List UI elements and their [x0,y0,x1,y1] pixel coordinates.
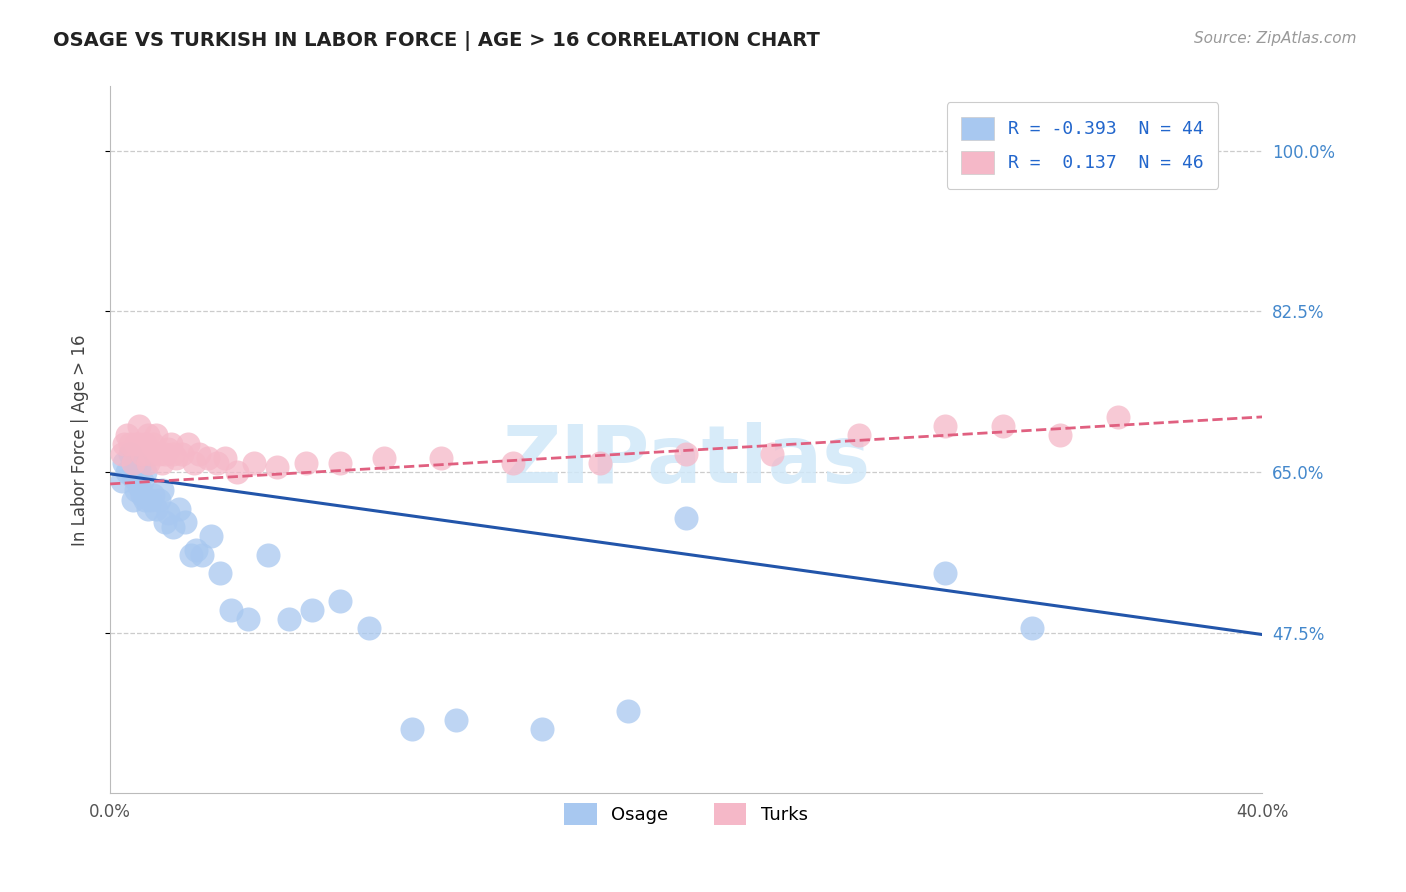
Point [183,456,205,470]
Point [122,492,145,507]
Point [329,456,352,470]
Point [177,437,200,451]
Point [225,465,247,479]
Point [200,529,222,543]
Point [1107,409,1129,424]
Point [128,437,150,451]
Point [150,456,173,470]
Point [114,437,136,451]
Point [117,428,139,442]
Point [159,437,181,451]
Point [170,447,193,461]
Point [167,501,190,516]
Y-axis label: In Labor Force | Age > 16: In Labor Force | Age > 16 [72,334,89,546]
Point [238,612,260,626]
Point [131,447,153,461]
Point [359,621,381,635]
Point [145,501,167,516]
Point [531,722,554,736]
Point [197,451,219,466]
Point [219,603,242,617]
Point [162,520,184,534]
Point [401,722,423,736]
Point [502,456,524,470]
Point [277,612,299,626]
Point [675,511,697,525]
Point [934,566,956,580]
Point [122,469,145,483]
Text: OSAGE VS TURKISH IN LABOR FORCE | AGE > 16 CORRELATION CHART: OSAGE VS TURKISH IN LABOR FORCE | AGE > … [53,31,820,51]
Point [675,447,697,461]
Point [134,437,156,451]
Point [142,437,165,451]
Point [125,437,148,451]
Point [156,442,179,456]
Point [180,548,202,562]
Point [136,428,159,442]
Point [991,419,1014,434]
Point [1092,144,1115,158]
Point [131,488,153,502]
Point [1021,621,1043,635]
Point [125,456,148,470]
Point [134,492,156,507]
Point [165,451,187,466]
Point [243,456,266,470]
Point [329,593,352,607]
Point [934,419,956,434]
Point [188,447,211,461]
Point [120,437,142,451]
Point [139,447,162,461]
Point [617,704,640,718]
Point [153,516,176,530]
Point [205,456,228,470]
Point [148,447,170,461]
Point [128,419,150,434]
Point [120,447,142,461]
Point [373,451,395,466]
Point [1049,428,1071,442]
Point [162,447,184,461]
Point [430,451,453,466]
Point [208,566,231,580]
Point [142,488,165,502]
Point [110,474,132,488]
Point [122,456,145,470]
Point [145,428,167,442]
Point [848,428,870,442]
Point [117,465,139,479]
Point [295,456,318,470]
Point [191,548,214,562]
Text: ZIPatlas: ZIPatlas [502,422,870,500]
Point [156,506,179,520]
Point [134,465,156,479]
Point [136,456,159,470]
Point [110,447,132,461]
Text: Source: ZipAtlas.com: Source: ZipAtlas.com [1194,31,1357,46]
Point [257,548,280,562]
Point [150,483,173,498]
Point [125,483,148,498]
Legend: Osage, Turks: Osage, Turks [555,794,817,834]
Point [588,456,610,470]
Point [444,713,467,727]
Point [114,456,136,470]
Point [761,447,783,461]
Point [139,492,162,507]
Point [266,460,288,475]
Point [128,460,150,475]
Point [186,543,208,558]
Point [128,479,150,493]
Point [301,603,323,617]
Point [136,501,159,516]
Point [174,516,197,530]
Point [153,447,176,461]
Point [148,492,170,507]
Point [131,474,153,488]
Point [214,451,236,466]
